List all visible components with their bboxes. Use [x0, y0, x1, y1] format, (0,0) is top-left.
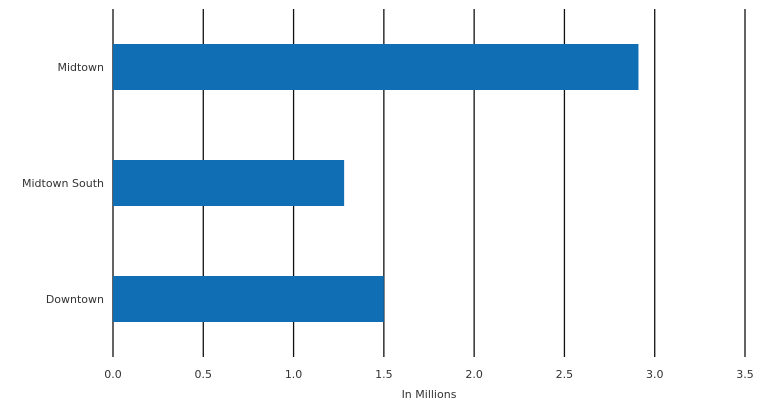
- category-label: Midtown South: [22, 177, 104, 190]
- category-label: Midtown: [57, 61, 104, 74]
- x-tick-label: 2.5: [556, 368, 574, 381]
- x-tick-label: 3.5: [736, 368, 754, 381]
- category-labels: Midtown Midtown South Downtown: [22, 61, 104, 306]
- bar-downtown: [113, 276, 384, 322]
- x-axis-title: In Millions: [402, 388, 457, 401]
- bars: [113, 44, 639, 322]
- bar-midtown-south: [113, 160, 345, 206]
- x-tick-label: 2.0: [465, 368, 483, 381]
- bar-midtown: [113, 44, 639, 90]
- x-tick-label: 1.0: [285, 368, 303, 381]
- x-axis-tick-labels: 0.0 0.5 1.0 1.5 2.0 2.5 3.0 3.5: [104, 368, 754, 381]
- x-tick-label: 0.0: [104, 368, 122, 381]
- x-tick-label: 3.0: [646, 368, 664, 381]
- x-tick-label: 1.5: [375, 368, 393, 381]
- category-label: Downtown: [46, 293, 104, 306]
- x-tick-label: 0.5: [195, 368, 213, 381]
